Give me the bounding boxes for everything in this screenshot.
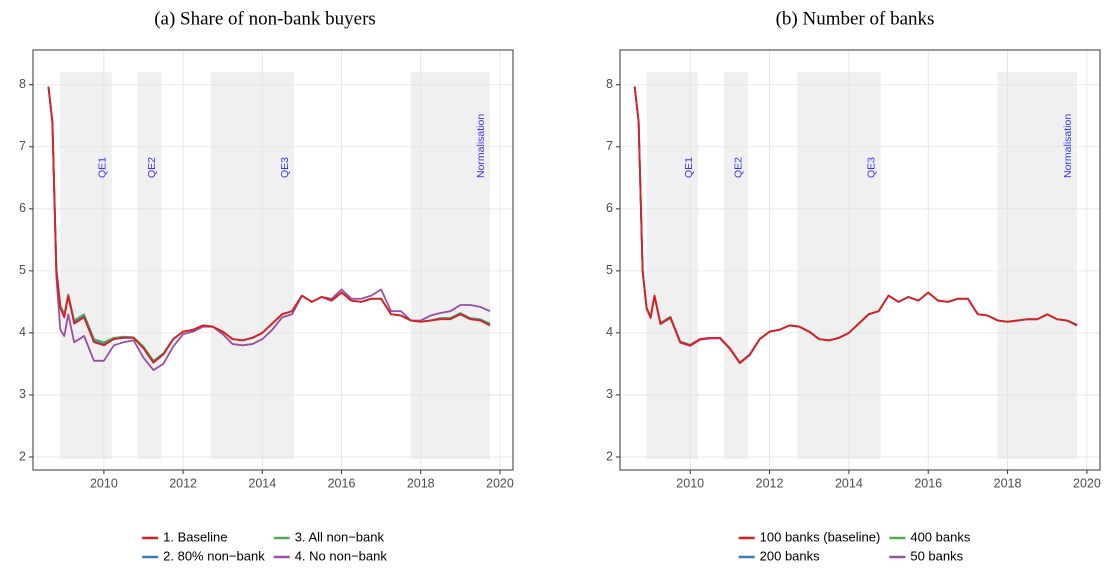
shaded-region bbox=[210, 72, 294, 459]
shaded-region bbox=[646, 72, 699, 459]
x-tick-label: 2016 bbox=[914, 476, 942, 490]
shaded-region bbox=[997, 72, 1077, 459]
x-tick-label: 2020 bbox=[486, 476, 514, 490]
region-label: QE1 bbox=[683, 157, 695, 178]
y-tick-label: 8 bbox=[19, 77, 26, 91]
series-line bbox=[633, 86, 1078, 364]
series-line bbox=[47, 86, 491, 364]
legend: 100 banks (baseline) 200 banks 400 banks 50… bbox=[738, 529, 971, 563]
legend-label: 200 banks bbox=[760, 548, 820, 563]
x-tick-label: 2018 bbox=[407, 476, 435, 490]
y-tick-label: 2 bbox=[19, 449, 26, 463]
panel-title: (b) Number of banks bbox=[776, 8, 935, 29]
y-tick-label: 5 bbox=[19, 263, 26, 277]
plot-border bbox=[619, 49, 1101, 471]
region-label: Normalisation bbox=[1062, 114, 1074, 178]
shaded-region bbox=[797, 72, 881, 459]
y-tick-label: 6 bbox=[606, 201, 613, 215]
shaded-region bbox=[723, 72, 748, 459]
legend-label: 4. No non−bank bbox=[295, 548, 388, 563]
region-label: Normalisation bbox=[475, 114, 487, 178]
legend-label: 1. Baseline bbox=[163, 529, 227, 544]
legend-label: 400 banks bbox=[910, 529, 970, 544]
x-tick-label: 2012 bbox=[756, 476, 784, 490]
x-tick-label: 2014 bbox=[248, 476, 276, 490]
plot-border bbox=[32, 49, 514, 471]
y-tick-label: 3 bbox=[606, 387, 613, 401]
y-tick-label: 7 bbox=[19, 139, 26, 153]
y-tick-label: 3 bbox=[19, 387, 26, 401]
y-tick-label: 7 bbox=[606, 139, 613, 153]
panel-title: (a) Share of non-bank buyers bbox=[154, 8, 376, 29]
x-tick-label: 2010 bbox=[90, 476, 118, 490]
x-tick-label: 2014 bbox=[835, 476, 863, 490]
legend-label: 100 banks (baseline) bbox=[760, 529, 881, 544]
y-tick-label: 4 bbox=[19, 325, 26, 339]
y-tick-label: 8 bbox=[606, 77, 613, 91]
shaded-region bbox=[410, 72, 491, 459]
y-tick-label: 6 bbox=[19, 201, 26, 215]
legend: 1. Baseline 2. 80% non−bank 3. All non−ban… bbox=[142, 529, 387, 563]
legend-label: 3. All non−bank bbox=[295, 529, 385, 544]
y-tick-label: 4 bbox=[606, 325, 613, 339]
region-label: QE3 bbox=[279, 157, 291, 178]
region-label: QE3 bbox=[865, 157, 877, 178]
x-tick-label: 2018 bbox=[994, 476, 1022, 490]
y-tick-label: 5 bbox=[606, 263, 613, 277]
region-label: QE2 bbox=[733, 157, 745, 178]
x-tick-label: 2012 bbox=[169, 476, 197, 490]
shaded-region bbox=[60, 72, 112, 459]
x-tick-label: 2020 bbox=[1073, 476, 1101, 490]
y-tick-label: 2 bbox=[606, 449, 613, 463]
region-label: QE2 bbox=[146, 157, 158, 178]
x-tick-label: 2010 bbox=[676, 476, 704, 490]
x-tick-label: 2016 bbox=[328, 476, 356, 490]
legend-label: 50 banks bbox=[910, 548, 963, 563]
region-label: QE1 bbox=[97, 157, 109, 178]
shaded-region bbox=[137, 72, 162, 459]
legend-label: 2. 80% non−bank bbox=[163, 548, 265, 563]
